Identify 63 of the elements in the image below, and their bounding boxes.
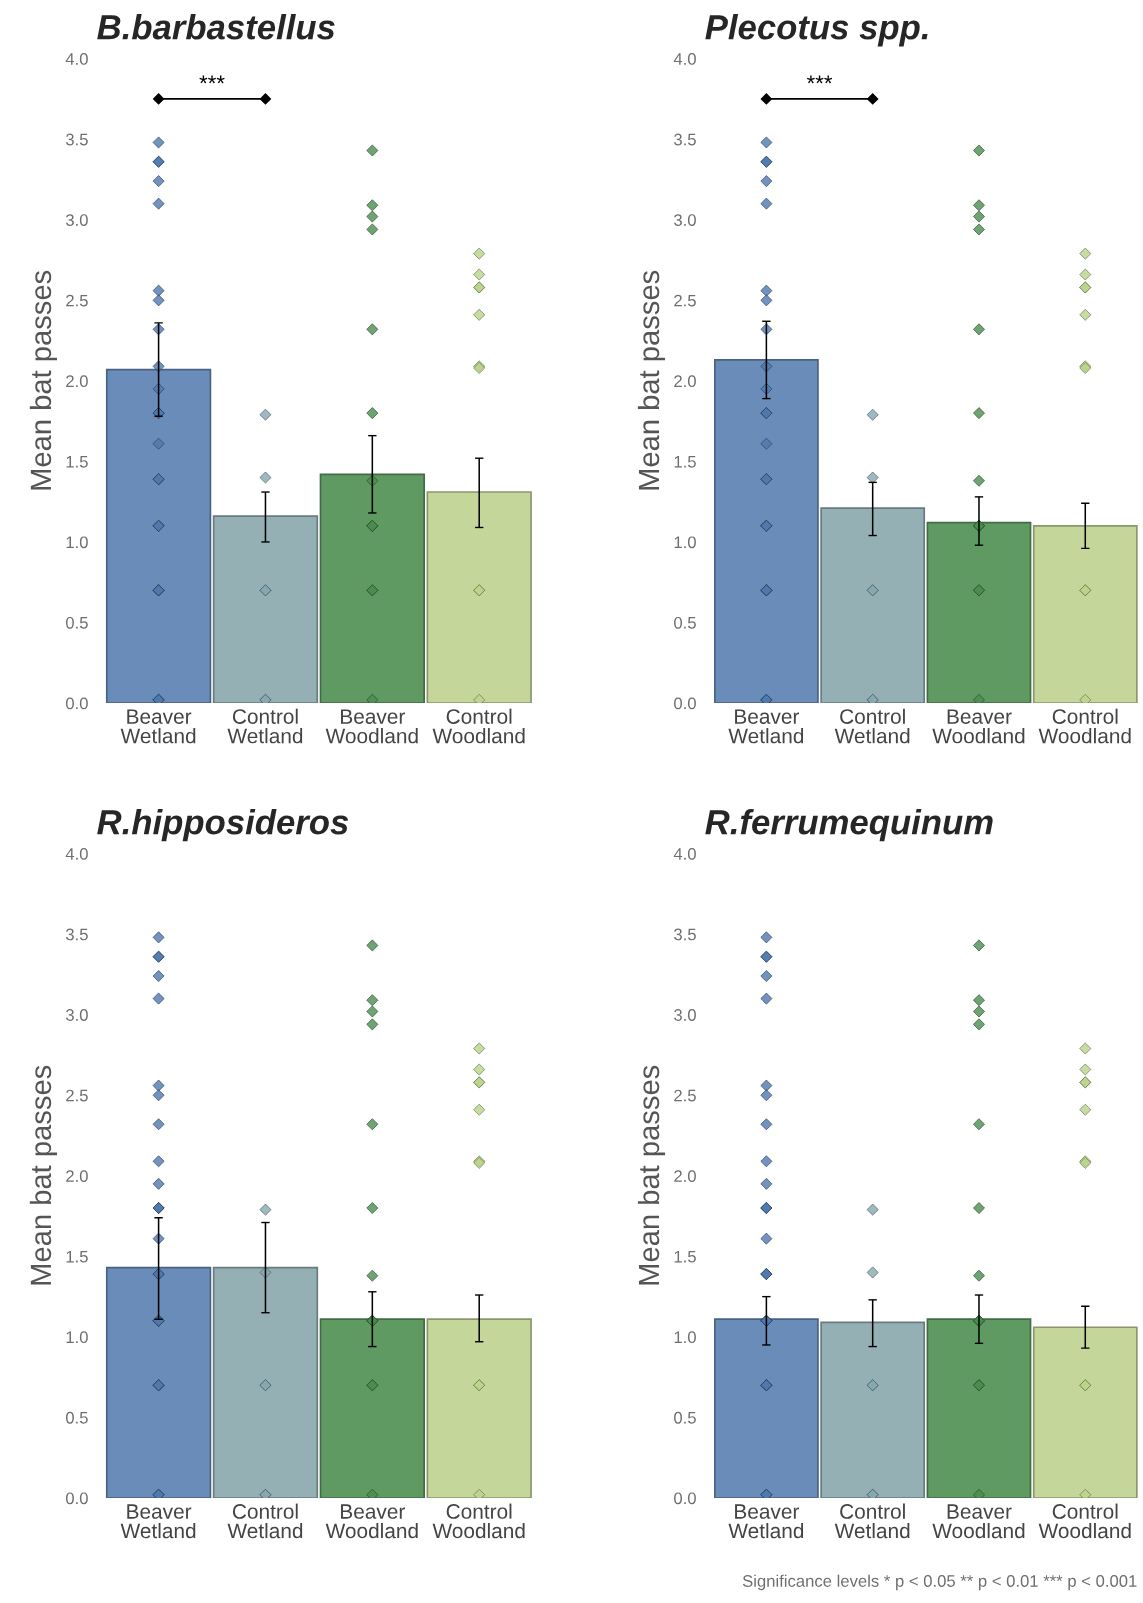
y-axis-title: Mean bat passes: [29, 270, 57, 490]
chart-title: B.barbastellus: [97, 14, 335, 40]
y-tick-label: 1.0: [66, 536, 88, 549]
y-tick-label: 3.5: [674, 133, 696, 146]
y-tick-label: 0.0: [674, 697, 696, 710]
annotation: ***: [199, 75, 225, 84]
y-tick-label: 4.0: [65, 53, 88, 65]
y-tick-label: 3.0: [65, 214, 88, 226]
x-tick-label: Beaver Woodland: [325, 1504, 418, 1539]
x-tick-label: Beaver Woodland: [932, 1504, 1025, 1539]
text: Significance levels * p < 0.05 ** p < 0.01 *** p < 0.001: [742, 1574, 1137, 1591]
y-tick-label: 0.0: [65, 1492, 88, 1505]
x-tick-label: Beaver Wetland: [728, 709, 804, 744]
x-tick-label: Control Wetland: [834, 1503, 910, 1539]
y-tick-label: 2.0: [674, 375, 696, 388]
x-tick-label: Control Woodland: [432, 1503, 525, 1539]
y-tick-label: 1.5: [66, 456, 88, 468]
y-tick-label: 3.5: [65, 133, 88, 146]
y-tick-label: 1.5: [66, 1250, 88, 1263]
y-tick-label: 1.5: [674, 1250, 696, 1263]
y-tick-label: 0.5: [65, 1411, 88, 1424]
y-tick-label: 3.5: [65, 928, 88, 941]
chart-title: R.ferrumequinum: [705, 808, 993, 842]
x-tick-label: Beaver Wetland: [120, 709, 196, 744]
y-tick-label: 4.0: [673, 848, 696, 860]
y-tick-label: 2.0: [66, 1170, 88, 1182]
y-tick-label: 2.0: [674, 1170, 696, 1182]
y-tick-label: 0.0: [65, 697, 88, 710]
y-tick-label: 0.5: [65, 616, 88, 629]
y-tick-label: 0.5: [674, 1411, 696, 1424]
y-tick-label: 1.0: [674, 1331, 696, 1344]
x-tick-label: Beaver Wetland: [728, 1504, 804, 1539]
y-tick-label: 4.0: [673, 53, 696, 65]
y-tick-label: 2.0: [66, 375, 88, 388]
y-tick-label: 0.5: [674, 616, 696, 629]
y-tick-label: 1.5: [674, 456, 696, 468]
chart-title: Plecotus spp.: [705, 14, 928, 47]
y-tick-label: 2.5: [674, 1089, 696, 1102]
y-tick-label: 1.0: [674, 536, 696, 549]
y-axis-title: Mean bat passes: [637, 270, 666, 490]
x-tick-label: Beaver Wetland: [120, 1504, 196, 1539]
x-tick-label: Control Woodland: [1038, 1503, 1131, 1539]
x-tick-label: Beaver Woodland: [932, 709, 1025, 744]
x-tick-label: Beaver Woodland: [325, 709, 418, 744]
y-tick-label: 2.5: [66, 294, 88, 307]
y-tick-label: 2.5: [674, 294, 696, 307]
x-tick-label: Control Woodland: [432, 708, 525, 744]
y-tick-label: 0.0: [674, 1492, 696, 1505]
y-tick-label: 3.0: [65, 1009, 88, 1021]
y-tick-label: 3.0: [674, 1009, 696, 1021]
x-tick-label: Control Woodland: [1038, 708, 1131, 744]
y-axis-title: Mean bat passes: [29, 1065, 57, 1285]
y-tick-label: 1.0: [66, 1331, 88, 1344]
x-tick-label: Control Wetland: [834, 708, 910, 744]
y-tick-label: 3.0: [674, 214, 696, 226]
x-tick-label: Control Wetland: [227, 708, 303, 744]
x-tick-label: Control Wetland: [227, 1503, 303, 1539]
y-tick-label: 4.0: [65, 848, 88, 860]
y-tick-label: 2.5: [66, 1089, 88, 1102]
annotation: ***: [806, 75, 833, 84]
y-tick-label: 3.5: [674, 928, 696, 941]
y-axis-title: Mean bat passes: [637, 1065, 666, 1285]
chart-title: R.hipposideros: [97, 808, 349, 842]
